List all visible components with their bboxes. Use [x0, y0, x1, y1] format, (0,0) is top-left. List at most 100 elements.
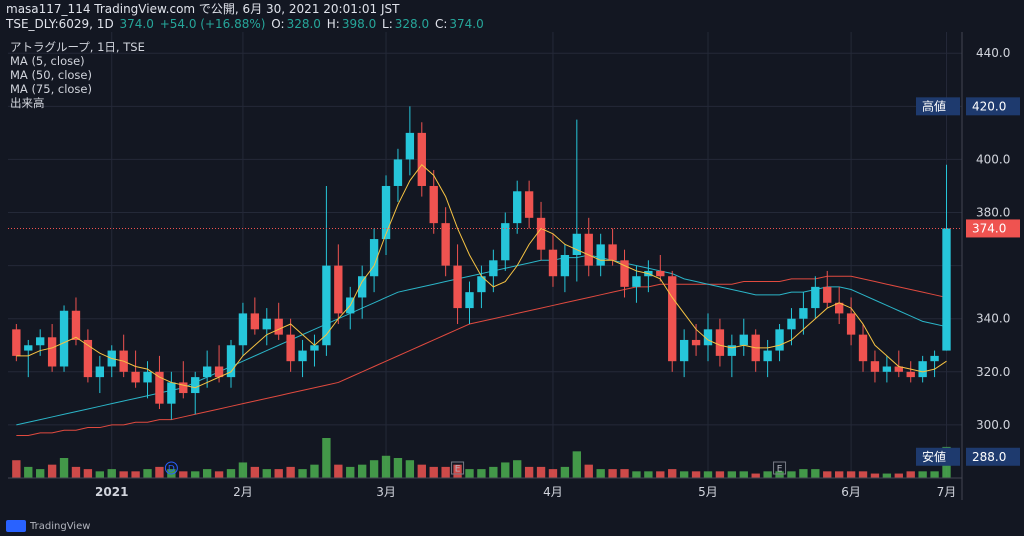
x-tick-label: 2021 [95, 485, 128, 499]
candle-body [572, 233, 581, 255]
volume-bar [441, 466, 450, 478]
candle-body [656, 270, 665, 277]
volume-bar [894, 473, 903, 478]
candle-body [524, 191, 534, 218]
volume-bar [858, 471, 868, 478]
low-price-label-tag [916, 447, 960, 466]
volume-bar [465, 469, 474, 478]
symbol-label: TSE_DLY:6029, 1D [6, 17, 114, 31]
volume-bar [679, 471, 689, 478]
volume-bar [453, 464, 462, 478]
candle-body [584, 233, 593, 266]
volume-bar [357, 464, 367, 478]
candle-body [429, 185, 438, 224]
high-price-label-box [966, 97, 1020, 116]
legend-symbol[interactable]: アトラグループ, 1日, TSE [10, 40, 145, 54]
volume-bar [202, 469, 212, 478]
event-marker-label: E [455, 465, 461, 475]
candle-body [679, 339, 689, 362]
candle-body [59, 310, 69, 367]
chart-header: masa117_114 TradingView.com で公開, 6月 30, … [6, 2, 486, 32]
volume-bar [691, 471, 701, 478]
high-label: H: [326, 17, 340, 31]
volume-bar [489, 466, 498, 478]
candle-body [417, 132, 426, 186]
volume-bar [846, 471, 856, 478]
candle-body [918, 361, 927, 378]
legend-volume[interactable]: 出来高 [10, 96, 45, 110]
last-price-label-value: 374.0 [972, 221, 1006, 235]
candle-body [143, 371, 152, 383]
volume-bar [24, 466, 33, 478]
volume-bar [369, 460, 379, 478]
low-label: L: [382, 17, 393, 31]
candle-body [369, 239, 379, 277]
ma5-line [16, 164, 947, 389]
candle-body [882, 366, 892, 372]
legend-ma5[interactable]: MA (5, close) [10, 54, 85, 68]
volume-bar [882, 473, 892, 478]
volume-bar [524, 466, 534, 478]
volume-bar [536, 466, 546, 478]
volume-bar [834, 471, 844, 478]
last-price-label-box [966, 219, 1020, 238]
candle-body [894, 366, 903, 372]
candle-body [727, 345, 737, 356]
volume-bar [656, 471, 665, 478]
volume-bar [119, 471, 128, 478]
candle-body [262, 318, 271, 330]
high-price-label-value: 420.0 [972, 99, 1006, 113]
candle-body [763, 350, 772, 362]
volume-bar [83, 469, 93, 478]
candle-body [477, 276, 486, 293]
open-value: 328.0 [286, 17, 321, 31]
volume-bar [12, 460, 21, 478]
candle-body [906, 371, 915, 378]
legend-ma75[interactable]: MA (75, close) [10, 82, 92, 96]
volume-bar [763, 471, 772, 478]
candle-body [465, 292, 474, 309]
volume-bar [226, 469, 236, 478]
volume-bar [596, 469, 605, 478]
volume-bar [703, 471, 713, 478]
candle-body [668, 276, 677, 362]
candle-body [250, 313, 260, 330]
volume-bar [727, 471, 737, 478]
candle-body [71, 310, 81, 340]
candle-body [703, 329, 713, 346]
volume-bar [870, 473, 880, 478]
x-tick-label: 2月 [233, 485, 253, 499]
volume-bar [417, 464, 426, 478]
legend-ma50[interactable]: MA (50, close) [10, 68, 92, 82]
brand-label: TradingView [30, 520, 91, 532]
low-value: 328.0 [394, 17, 430, 31]
volume-bar [322, 438, 331, 478]
volume-bar [620, 469, 629, 478]
volume-bar [59, 458, 69, 478]
volume-bar [799, 469, 808, 478]
x-tick-label: 3月 [376, 485, 396, 499]
candle-body [191, 377, 200, 394]
candle-body [47, 337, 57, 367]
candle-body [560, 255, 570, 277]
volume-bar [787, 471, 796, 478]
volume-bar [918, 471, 927, 478]
volume-bar [668, 469, 677, 478]
candle-body [155, 371, 164, 404]
x-tick-label: 5月 [698, 485, 718, 499]
candle-body [858, 334, 868, 362]
candle-body [536, 217, 546, 250]
volume-bar [143, 469, 152, 478]
candle-body [167, 382, 176, 404]
candle-body [787, 318, 796, 330]
volume-bar [811, 469, 820, 478]
candle-body [453, 265, 462, 309]
high-value: 398.0 [341, 17, 377, 31]
volume-bar [572, 451, 581, 478]
volume-bar [71, 466, 81, 478]
volume-bar [644, 471, 653, 478]
volume-bar [775, 471, 784, 478]
candle-body [823, 286, 832, 303]
candle-body [310, 345, 319, 351]
